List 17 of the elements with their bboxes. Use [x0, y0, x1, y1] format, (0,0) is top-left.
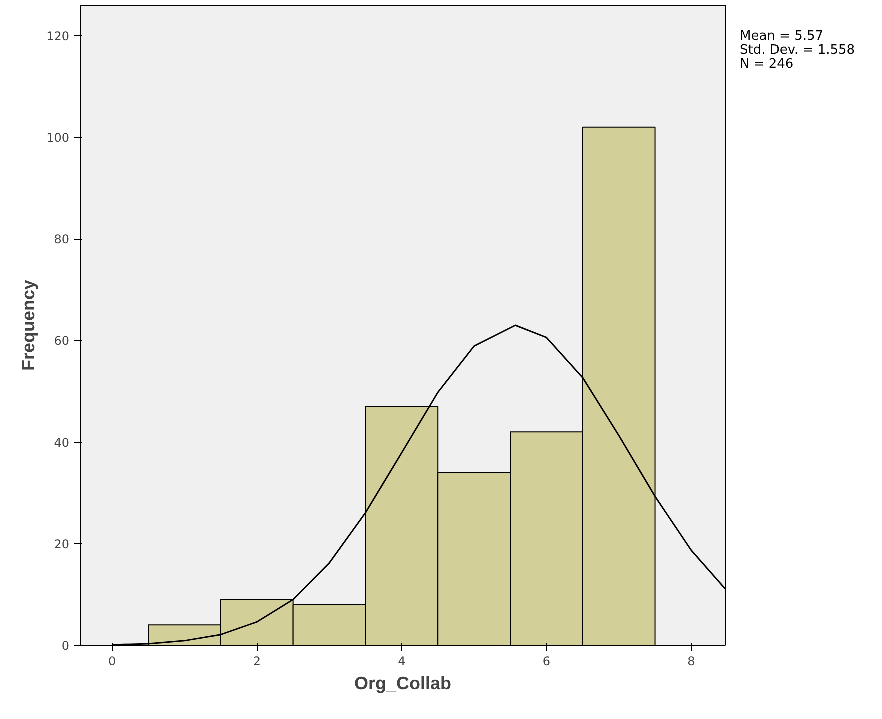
text: Std. Dev. = 1.558 — [740, 43, 856, 58]
x-tick-label: 8 — [688, 654, 696, 668]
y-tick-label: 40 — [54, 436, 70, 450]
x-axis-title: Org_Collab — [354, 674, 452, 694]
y-tick-label: 120 — [46, 29, 70, 44]
text: Mean = 5.57 — [740, 29, 824, 44]
y-tick-label: 100 — [46, 131, 70, 146]
x-tick-label: 0 — [108, 654, 116, 668]
x-tick-label: 6 — [542, 654, 551, 668]
text: N = 246 — [740, 57, 794, 72]
x-tick-label: 2 — [253, 654, 261, 668]
y-axis-title: Frequency — [18, 280, 39, 372]
x-tick-label: 4 — [398, 654, 406, 668]
y-tick-label: 20 — [54, 537, 70, 552]
y-tick-label: 60 — [54, 334, 70, 348]
y-tick-label: 80 — [54, 232, 70, 247]
y-tick-label: 0 — [62, 639, 70, 653]
